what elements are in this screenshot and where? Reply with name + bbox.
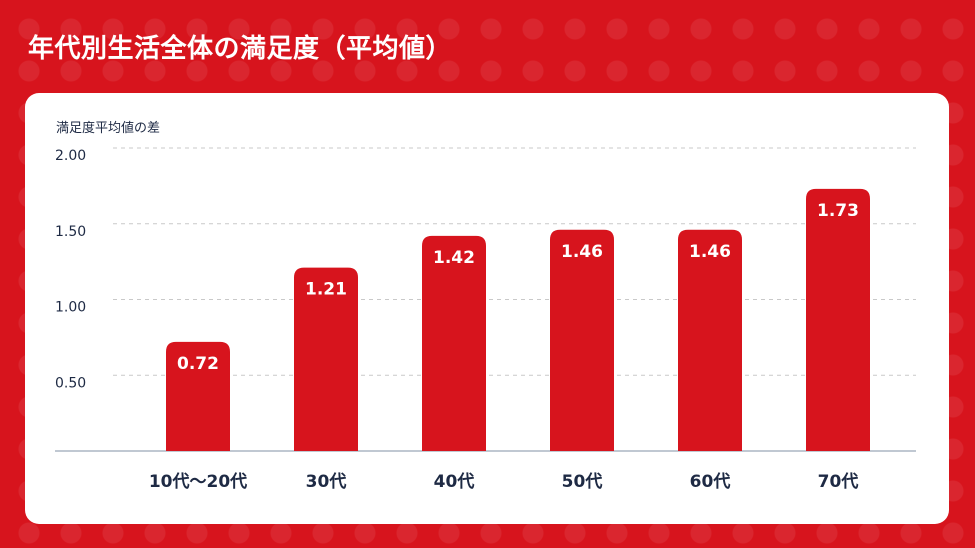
y-axis-title: 満足度平均値の差 [56, 120, 160, 136]
bar [294, 267, 358, 451]
bar [550, 229, 614, 451]
bar [166, 341, 230, 451]
x-tick-label: 40代 [434, 471, 475, 492]
y-tick-label: 1.00 [55, 300, 86, 316]
x-tick-label: 10代〜20代 [149, 471, 247, 492]
bar-value-label: 1.21 [305, 280, 347, 300]
bar [678, 229, 742, 451]
chart-card: 満足度平均値の差 0.50 1.00 1.50 2.00 0.72 10代〜20代 1.21… [25, 93, 949, 524]
bar-value-label: 1.46 [689, 242, 731, 262]
x-tick-label: 30代 [306, 471, 347, 492]
x-tick-label: 50代 [562, 471, 603, 492]
bar-value-label: 1.42 [433, 248, 475, 268]
y-tick-label: 2.00 [55, 148, 86, 164]
y-tick-label: 1.50 [55, 224, 86, 240]
page-title: 年代別生活全体の満足度（平均値） [28, 34, 453, 64]
bar [806, 188, 870, 451]
x-tick-label: 70代 [818, 471, 859, 492]
y-tick-label: 0.50 [55, 375, 86, 391]
x-tick-label: 60代 [690, 471, 731, 492]
bar-value-label: 1.73 [817, 201, 859, 221]
bar-chart: 満足度平均値の差 0.50 1.00 1.50 2.00 0.72 10代〜20代 1.21… [55, 120, 916, 492]
bar-value-label: 1.46 [561, 242, 603, 262]
bar [422, 235, 486, 451]
bar-value-label: 0.72 [177, 354, 219, 374]
